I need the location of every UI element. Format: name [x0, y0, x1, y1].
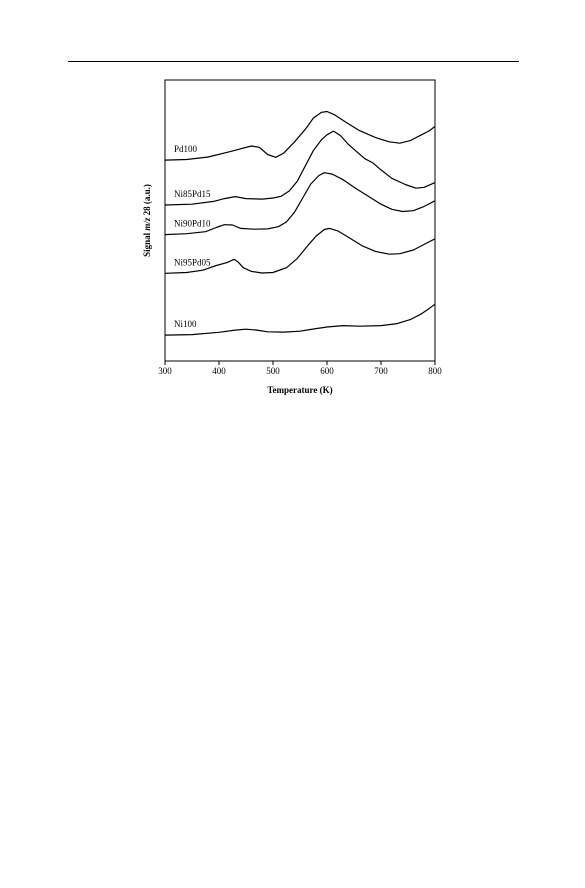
series-line-ni90pd10 [164, 172, 436, 236]
series-labels: Pd100 Ni85Pd15 Ni90Pd10 Ni95Pd05 Ni100 [174, 144, 211, 329]
x-tick-label: 500 [266, 366, 280, 376]
series-label-ni95pd05: Ni95Pd05 [174, 257, 211, 267]
series-line-pd100 [164, 110, 436, 161]
plot-border [164, 79, 436, 362]
x-tick-label: 800 [428, 366, 442, 376]
plot-frame [164, 79, 436, 362]
series-label-ni85pd15: Ni85Pd15 [174, 189, 211, 199]
y-axis-title: Signal m/z 28 (a.u.) [142, 184, 152, 257]
x-tick-label: 600 [320, 366, 334, 376]
series-line-ni95pd05 [164, 227, 436, 274]
x-axis-title: Temperature (K) [267, 385, 332, 395]
x-axis: 300 400 500 600 700 800 [158, 361, 442, 376]
x-tick-label: 300 [158, 366, 172, 376]
x-tick-label: 400 [212, 366, 226, 376]
series-label-ni100: Ni100 [174, 319, 197, 329]
series-label-pd100: Pd100 [174, 144, 198, 154]
series-line-ni100 [164, 303, 436, 336]
series-line-ni85pd15 [164, 130, 436, 206]
page-header-rule [68, 61, 519, 62]
series-lines [164, 110, 436, 336]
series-label-ni90pd10: Ni90Pd10 [174, 219, 211, 229]
x-tick-label: 700 [374, 366, 388, 376]
